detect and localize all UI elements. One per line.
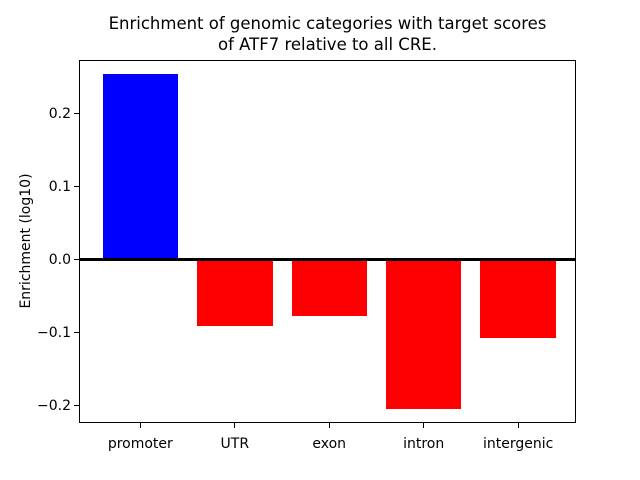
chart-title-line2: of ATF7 relative to all CRE. [218, 35, 437, 54]
x-tick-mark [423, 423, 425, 428]
x-tick-mark [234, 423, 236, 428]
bar-intergenic [480, 259, 556, 339]
chart-title-line1: Enrichment of genomic categories with ta… [108, 14, 547, 33]
x-tick-mark [139, 423, 141, 428]
y-tick-label: −0.1 [37, 324, 71, 341]
y-tick-label: −0.2 [37, 397, 71, 414]
y-tick-mark [74, 405, 79, 406]
y-tick-mark [74, 186, 79, 188]
y-tick-label: 0.2 [48, 105, 71, 122]
x-tick-label-promoter: promoter [107, 436, 173, 452]
bar-UTR [197, 259, 273, 326]
y-tick-label: 0.1 [48, 178, 71, 195]
bar-promoter [102, 73, 179, 260]
x-tick-label-intron: intron [403, 436, 445, 452]
chart-title: Enrichment of genomic categories with ta… [79, 13, 576, 55]
y-tick-mark [74, 332, 79, 334]
y-tick-mark [74, 259, 79, 261]
bar-exon [291, 259, 368, 316]
y-tick-mark [74, 113, 79, 115]
zero-line [79, 258, 576, 262]
x-tick-label-intergenic: intergenic [483, 436, 554, 452]
x-tick-label-exon: exon [312, 436, 347, 452]
bar-intron [385, 259, 462, 410]
y-tick-label: 0.0 [48, 251, 71, 268]
x-tick-label-UTR: UTR [220, 436, 250, 452]
x-tick-mark [517, 423, 519, 428]
x-tick-mark [328, 423, 330, 428]
